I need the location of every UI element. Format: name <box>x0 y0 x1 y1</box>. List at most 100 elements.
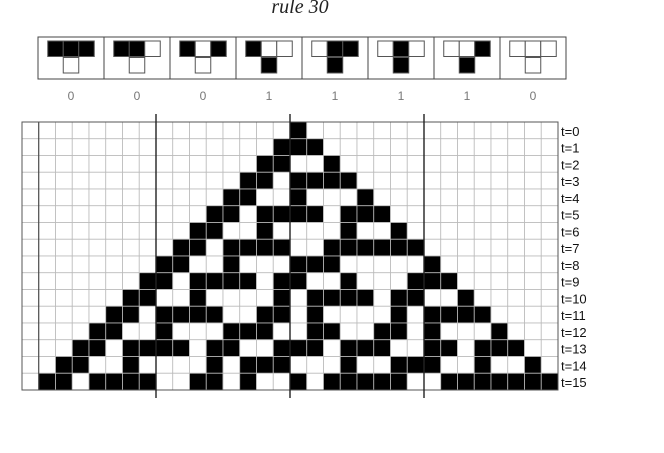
filled-cell <box>88 339 107 357</box>
empty-cell <box>490 188 509 207</box>
empty-cell <box>21 188 40 207</box>
time-label: t=10 <box>561 291 587 306</box>
empty-cell <box>38 339 56 357</box>
empty-cell <box>155 188 174 207</box>
empty-cell <box>323 121 341 140</box>
empty-cell <box>256 339 274 357</box>
empty-cell <box>373 255 391 274</box>
empty-cell <box>490 171 509 190</box>
filled-cell <box>406 289 425 307</box>
rule-case-0 <box>37 36 105 80</box>
empty-cell <box>440 222 458 240</box>
filled-cell <box>289 372 308 391</box>
filled-cell <box>323 255 341 274</box>
empty-cell <box>373 171 391 190</box>
filled-cell <box>423 356 442 374</box>
filled-cell <box>55 356 73 374</box>
empty-cell <box>55 289 73 307</box>
empty-cell <box>105 121 123 140</box>
empty-cell <box>540 238 559 257</box>
empty-cell <box>239 305 257 324</box>
evolution-grid <box>21 114 559 398</box>
empty-cell <box>390 155 408 173</box>
filled-cell <box>272 305 291 324</box>
neighborhood-cell <box>474 40 491 57</box>
empty-cell <box>222 155 241 173</box>
empty-cell <box>88 305 107 324</box>
empty-cell <box>138 255 157 274</box>
empty-cell <box>256 272 274 290</box>
filled-cell <box>122 339 140 357</box>
empty-cell <box>122 272 140 290</box>
filled-cell <box>222 188 241 207</box>
filled-cell <box>256 155 274 173</box>
empty-cell <box>172 222 190 240</box>
empty-cell <box>540 289 559 307</box>
empty-cell <box>323 356 341 374</box>
filled-cell <box>356 188 375 207</box>
empty-cell <box>71 238 90 257</box>
empty-cell <box>155 238 174 257</box>
grid-row-t13 <box>21 339 559 357</box>
empty-cell <box>339 155 358 173</box>
neighborhood-cell <box>144 40 161 57</box>
empty-cell <box>205 238 224 257</box>
empty-cell <box>88 356 107 374</box>
filled-cell <box>524 356 542 374</box>
empty-cell <box>507 255 525 274</box>
rule-output-label: 0 <box>200 89 207 103</box>
filled-cell <box>205 205 224 223</box>
empty-cell <box>473 121 492 140</box>
empty-cell <box>71 222 90 240</box>
neighborhood-cell <box>443 40 460 57</box>
neighborhood-cell <box>260 40 278 57</box>
empty-cell <box>423 238 442 257</box>
empty-cell <box>38 255 56 274</box>
empty-cell <box>524 339 542 357</box>
filled-cell <box>205 222 224 240</box>
grid-row-t9 <box>21 272 559 290</box>
empty-cell <box>155 155 174 173</box>
empty-cell <box>172 171 190 190</box>
time-labels: t=0 t=1t=2 t=3 t=4 t=5t=6 t=7 t=8 t=9t=10 t=11 t=… <box>561 124 587 390</box>
empty-cell <box>356 138 375 156</box>
diagram-title: rule 30 <box>271 0 329 18</box>
filled-cell <box>306 255 324 274</box>
empty-cell <box>88 238 107 257</box>
empty-cell <box>423 155 442 173</box>
empty-cell <box>339 255 358 274</box>
empty-cell <box>339 305 358 324</box>
empty-cell <box>490 289 509 307</box>
grid-row-t3 <box>21 171 559 190</box>
filled-cell <box>406 272 425 290</box>
empty-cell <box>524 138 542 156</box>
rule-output-label: 0 <box>68 89 75 103</box>
empty-cell <box>306 121 324 140</box>
empty-cell <box>323 339 341 357</box>
empty-cell <box>205 255 224 274</box>
empty-cell <box>540 205 559 223</box>
empty-cell <box>406 121 425 140</box>
empty-cell <box>138 138 157 156</box>
empty-cell <box>55 255 73 274</box>
empty-cell <box>457 238 475 257</box>
filled-cell <box>406 356 425 374</box>
filled-cell <box>356 339 375 357</box>
empty-cell <box>122 222 140 240</box>
empty-cell <box>339 121 358 140</box>
empty-cell <box>356 255 375 274</box>
empty-cell <box>71 372 90 391</box>
filled-cell <box>272 205 291 223</box>
output-cell <box>260 57 278 74</box>
empty-cell <box>507 171 525 190</box>
empty-cell <box>423 138 442 156</box>
time-label: t=15 <box>561 375 587 390</box>
empty-cell <box>323 222 341 240</box>
empty-cell <box>524 255 542 274</box>
empty-cell <box>88 255 107 274</box>
empty-cell <box>88 138 107 156</box>
filled-cell <box>256 205 274 223</box>
empty-cell <box>540 188 559 207</box>
empty-cell <box>289 305 308 324</box>
